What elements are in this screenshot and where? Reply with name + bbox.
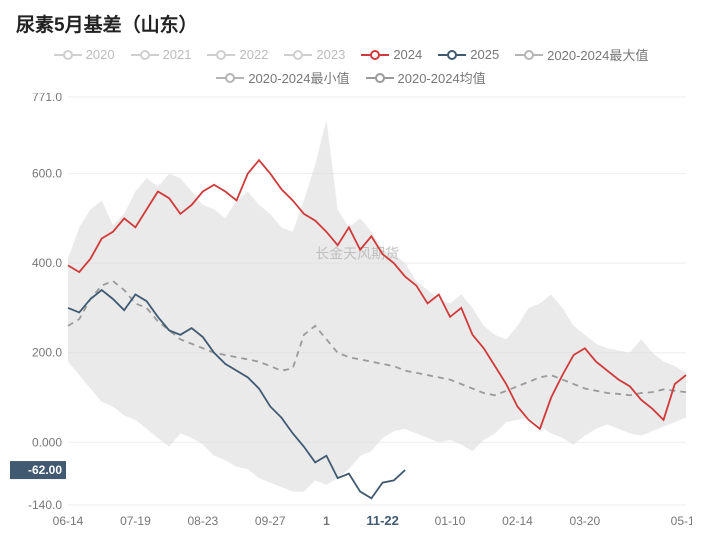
y-highlight-label: -62.00: [28, 463, 62, 477]
x-tick-label: 03-20: [570, 514, 601, 528]
chart-container: 尿素5月基差（山东） 2020 2021 2022 2023 2024 2025 2020-…: [0, 0, 702, 538]
chart-title: 尿素5月基差（山东）: [16, 10, 692, 37]
legend-label: 2020: [86, 47, 115, 62]
y-tick-label: 200.0: [32, 346, 62, 360]
legend-label: 2020-2024最小值: [248, 68, 349, 87]
legend-label: 2020-2024均值: [398, 68, 486, 87]
x-tick-label: 08-23: [187, 514, 218, 528]
watermark: 长金天风期货: [315, 246, 399, 262]
legend: 2020 2021 2022 2023 2024 2025 2020-2024最大值 2020…: [10, 43, 692, 89]
legend-item-max[interactable]: 2020-2024最大值: [515, 45, 648, 64]
x-tick-label: 06-14: [53, 514, 84, 528]
x-tick-label: 09-27: [255, 514, 286, 528]
legend-item-2023[interactable]: 2023: [284, 47, 345, 62]
x-tick-label: 1: [323, 514, 330, 528]
legend-item-min[interactable]: 2020-2024最小值: [216, 68, 349, 87]
legend-label: 2025: [470, 47, 499, 62]
chart-plot: -140.0 0.000 200.0 400.0 600.0 771.0 长金天风期货 06-…: [10, 93, 692, 533]
legend-item-2021[interactable]: 2021: [131, 47, 192, 62]
legend-item-2024[interactable]: 2024: [361, 47, 422, 62]
legend-item-2022[interactable]: 2022: [207, 47, 268, 62]
legend-item-mean[interactable]: 2020-2024均值: [366, 68, 486, 87]
min-max-band: [68, 120, 686, 492]
legend-item-2020[interactable]: 2020: [54, 47, 115, 62]
y-tick-label: -140.0: [28, 498, 62, 512]
legend-label: 2023: [316, 47, 345, 62]
legend-label: 2024: [393, 47, 422, 62]
x-tick-label: 07-19: [120, 514, 151, 528]
legend-label: 2020-2024最大值: [547, 45, 648, 64]
y-tick-label: 0.000: [32, 435, 62, 449]
x-tick-label: 02-14: [502, 514, 533, 528]
y-tick-label: 600.0: [32, 167, 62, 181]
legend-label: 2021: [163, 47, 192, 62]
legend-label: 2022: [239, 47, 268, 62]
x-tick-label: 11-22: [366, 513, 399, 528]
legend-item-2025[interactable]: 2025: [438, 47, 499, 62]
x-tick-label: 01-10: [435, 514, 466, 528]
y-tick-label: 400.0: [32, 256, 62, 270]
y-tick-label: 771.0: [32, 93, 62, 104]
x-tick-label: 05-14: [671, 514, 692, 528]
